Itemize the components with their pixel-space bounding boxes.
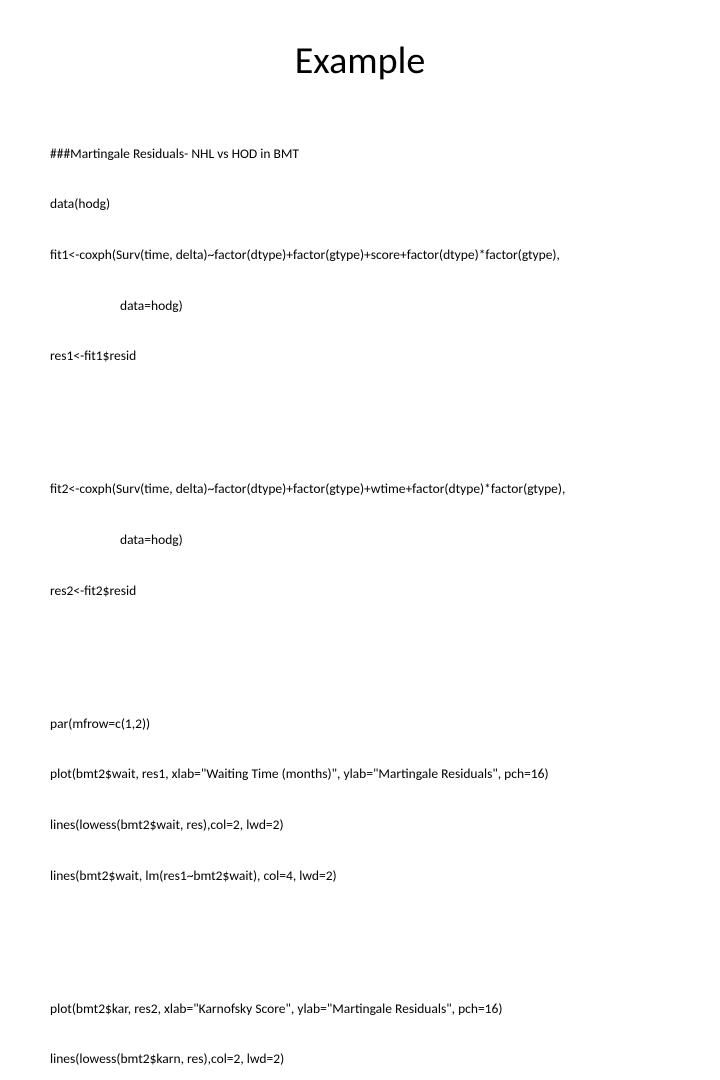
code-line: plot(bmt2$kar, res2, xlab="Karnofsky Sco… (50, 1001, 670, 1018)
code-line: fit2<-coxph(Surv(time, delta)~factor(dty… (50, 481, 670, 498)
code-line-indent: data=hodg) (50, 532, 670, 549)
paragraph-gap (50, 935, 670, 950)
code-line: fit1<-coxph(Surv(time, delta)~factor(dty… (50, 247, 670, 264)
code-line: res2<-fit2$resid (50, 583, 670, 600)
slide-title: Example (50, 38, 670, 84)
code-line: lines(lowess(bmt2$wait, res),col=2, lwd=… (50, 817, 670, 834)
code-line: ###Martingale Residuals- NHL vs HOD in B… (50, 146, 670, 163)
paragraph-gap (50, 650, 670, 665)
code-line: data(hodg) (50, 196, 670, 213)
code-line: res1<-fit1$resid (50, 348, 670, 365)
code-content: ###Martingale Residuals- NHL vs HOD in B… (50, 112, 670, 1080)
code-line: plot(bmt2$wait, res1, xlab="Waiting Time… (50, 766, 670, 783)
code-line: lines(lowess(bmt2$karn, res),col=2, lwd=… (50, 1051, 670, 1068)
code-line: lines(bmt2$wait, lm(res1~bmt2$wait), col… (50, 868, 670, 885)
paragraph-gap (50, 416, 670, 431)
code-line: par(mfrow=c(1,2)) (50, 716, 670, 733)
slide-container: Example ###Martingale Residuals- NHL vs … (0, 0, 720, 540)
code-line-indent: data=hodg) (50, 298, 670, 315)
